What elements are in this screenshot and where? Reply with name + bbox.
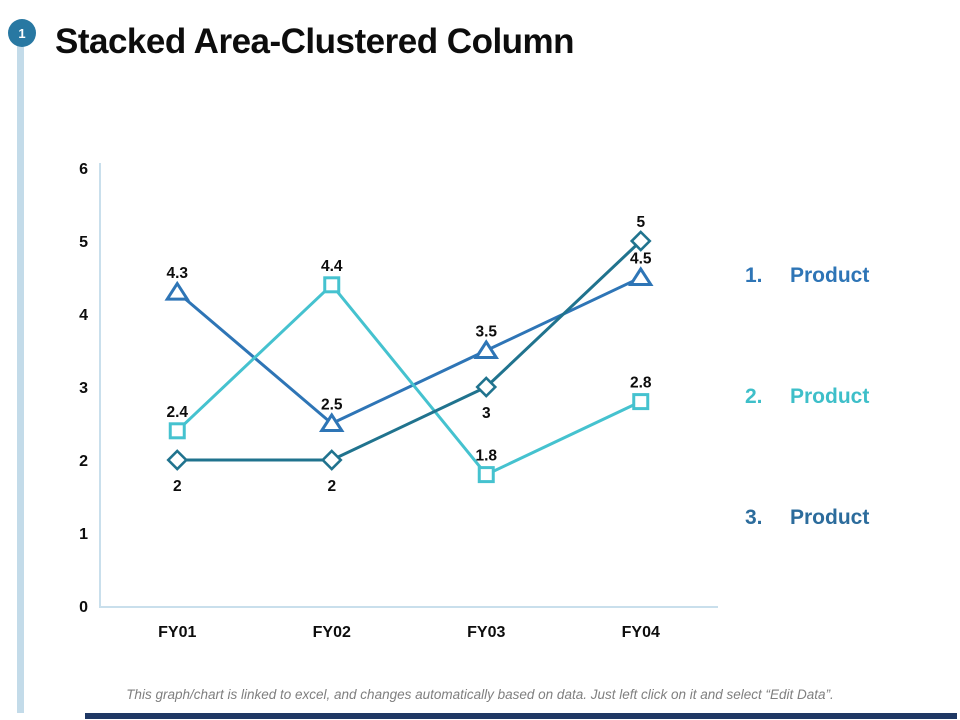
marker-triangle — [164, 280, 191, 301]
marker-square — [477, 466, 495, 484]
data-label: 2.5 — [321, 397, 343, 414]
y-tick-label: 6 — [79, 161, 88, 178]
marker-square — [323, 276, 341, 294]
legend-item-1-label: Product — [790, 264, 870, 287]
x-category-label: FY02 — [313, 624, 351, 641]
slide-number-badge: 1 — [8, 19, 36, 47]
series-line-triangle — [175, 276, 643, 425]
marker-diamond — [629, 230, 652, 252]
y-tick-label: 4 — [79, 307, 88, 324]
legend-item-3-number: 3. — [745, 506, 763, 529]
y-tick-label: 1 — [79, 526, 88, 543]
series-line-square — [175, 283, 643, 477]
x-category-label: FY03 — [467, 624, 505, 641]
left-accent-stripe — [17, 45, 24, 713]
legend-item-2: 2. Product — [745, 385, 869, 409]
y-tick-label: 3 — [79, 380, 88, 397]
marker-triangle — [627, 266, 654, 286]
data-label: 2 — [327, 478, 336, 495]
data-label: 4.5 — [630, 251, 652, 268]
footer-note: This graph/chart is linked to excel, and… — [126, 687, 834, 702]
marker-diamond — [475, 376, 498, 398]
data-label: 2.4 — [166, 404, 188, 421]
legend-item-3-label: Product — [790, 506, 870, 529]
marker-square — [168, 422, 186, 440]
y-tick-label: 5 — [79, 234, 88, 251]
marker-triangle — [473, 339, 500, 359]
marker-diamond — [166, 449, 189, 471]
legend-item-1-number: 1. — [745, 264, 763, 287]
data-label: 3.5 — [475, 324, 497, 341]
y-tick-label: 2 — [79, 453, 88, 470]
marker-square — [632, 393, 650, 411]
x-category-label: FY04 — [622, 624, 660, 641]
legend-item-2-number: 2. — [745, 385, 763, 408]
data-label: 4.3 — [166, 265, 188, 282]
x-category-label: FY01 — [158, 624, 196, 641]
legend-item-3: 3. Product — [745, 506, 869, 530]
series-line-diamond — [175, 239, 643, 462]
data-label: 3 — [482, 405, 491, 422]
slide-title: Stacked Area-Clustered Column — [55, 22, 575, 61]
legend-item-1: 1. Product — [745, 264, 869, 288]
data-label: 2.8 — [630, 375, 652, 392]
legend-item-2-label: Product — [790, 385, 870, 408]
marker-triangle — [318, 412, 345, 432]
marker-diamond — [320, 449, 343, 471]
data-label: 2 — [173, 478, 182, 495]
data-label: 5 — [636, 214, 645, 231]
data-label: 4.4 — [321, 258, 343, 275]
y-tick-label: 0 — [79, 599, 88, 616]
bottom-accent-bar — [85, 713, 957, 719]
data-label: 1.8 — [475, 448, 497, 465]
